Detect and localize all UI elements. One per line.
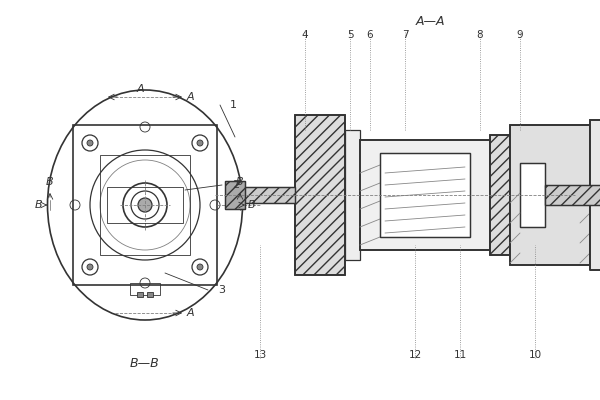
Text: 12: 12 xyxy=(409,350,422,360)
Circle shape xyxy=(87,140,93,146)
Text: 9: 9 xyxy=(517,30,523,40)
Text: 6: 6 xyxy=(367,30,373,40)
Bar xyxy=(130,283,160,295)
Text: B: B xyxy=(236,177,244,187)
Bar xyxy=(520,163,545,227)
Bar xyxy=(510,125,590,265)
Bar xyxy=(73,125,217,285)
Text: A: A xyxy=(186,92,194,102)
Text: B: B xyxy=(46,177,54,187)
Circle shape xyxy=(87,264,93,270)
Text: 2: 2 xyxy=(232,180,239,190)
Circle shape xyxy=(138,198,152,212)
Text: 3: 3 xyxy=(218,285,225,295)
Bar xyxy=(225,181,245,209)
Text: 8: 8 xyxy=(476,30,484,40)
Text: 1: 1 xyxy=(230,100,237,110)
Bar xyxy=(545,185,600,205)
Text: 10: 10 xyxy=(529,350,542,360)
Bar xyxy=(590,120,600,270)
Bar xyxy=(137,292,143,297)
Bar xyxy=(590,120,600,270)
Text: 5: 5 xyxy=(347,30,353,40)
Bar xyxy=(107,187,183,223)
Bar xyxy=(380,153,470,237)
Bar xyxy=(490,135,510,255)
Text: A: A xyxy=(186,308,194,318)
Text: B: B xyxy=(34,200,42,210)
Circle shape xyxy=(197,140,203,146)
Bar xyxy=(360,140,490,250)
Bar xyxy=(380,153,470,237)
Bar xyxy=(225,181,245,209)
Text: B: B xyxy=(248,200,256,210)
Text: 13: 13 xyxy=(253,350,266,360)
Bar xyxy=(147,292,153,297)
Text: 4: 4 xyxy=(302,30,308,40)
Bar xyxy=(240,187,295,203)
Bar xyxy=(295,115,345,275)
Bar xyxy=(510,125,590,265)
Text: A—A: A—A xyxy=(415,15,445,28)
Bar xyxy=(490,135,510,255)
Circle shape xyxy=(197,264,203,270)
Bar xyxy=(240,187,295,203)
Bar xyxy=(360,140,490,250)
Bar xyxy=(100,155,190,255)
Text: 7: 7 xyxy=(401,30,409,40)
Bar xyxy=(520,163,545,227)
Text: B—B: B—B xyxy=(130,357,160,370)
Bar xyxy=(295,115,345,275)
Bar xyxy=(545,185,600,205)
Text: 11: 11 xyxy=(454,350,467,360)
Bar xyxy=(345,130,360,260)
Text: A: A xyxy=(136,84,144,94)
